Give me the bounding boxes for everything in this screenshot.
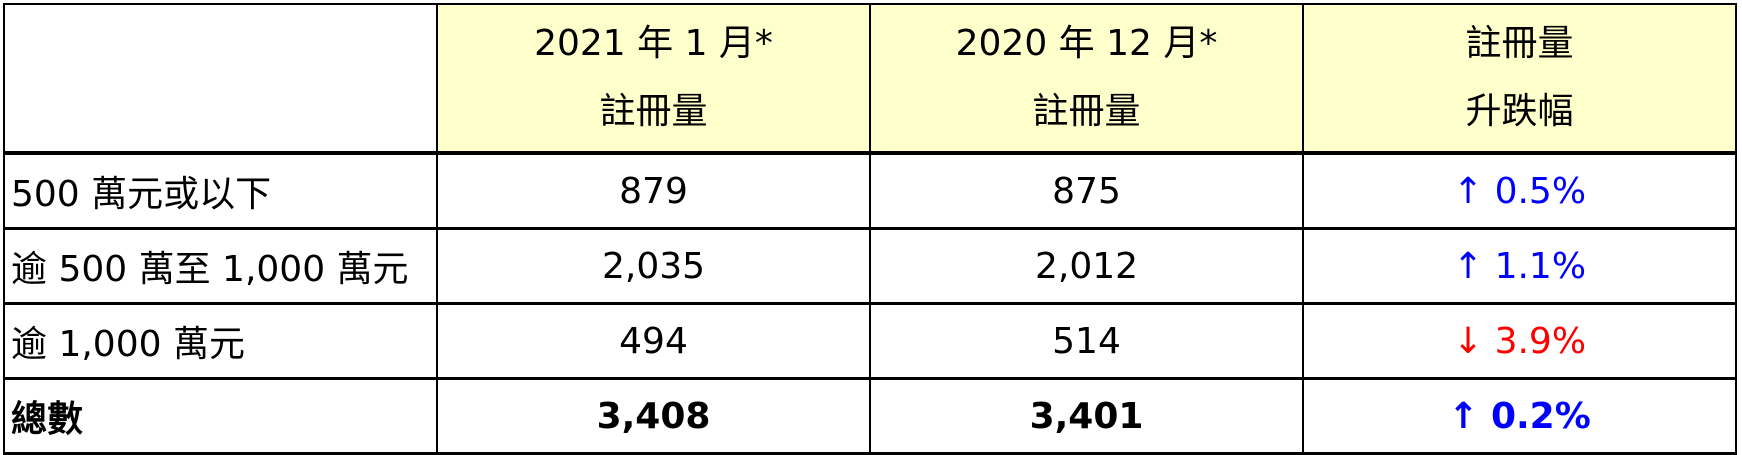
header-change: 註冊量 升跌幅 (1302, 3, 1737, 154)
jan-2021-value: 494 (436, 302, 871, 380)
row-label: 逾 1,000 萬元 (3, 302, 438, 380)
registration-table: 2021 年 1 月* 註冊量 2020 年 12 月* 註冊量 註冊量 升跌幅 50… (3, 3, 1737, 455)
arrow-up-icon: ↑ (1452, 170, 1484, 212)
jan-2021-value: 3,408 (436, 377, 871, 455)
dec-2020-value: 514 (869, 302, 1304, 380)
dec-2020-value: 875 (869, 152, 1304, 230)
row-label: 逾 500 萬至 1,000 萬元 (3, 227, 438, 305)
table-row: 500 萬元或以下 879 875 ↑ 0.5% (3, 152, 1737, 230)
header-line: 2021 年 1 月* (534, 23, 773, 64)
header-line: 2020 年 12 月* (955, 23, 1218, 64)
change-percent: 3.9% (1494, 320, 1587, 362)
row-label: 總數 (3, 377, 438, 455)
jan-2021-value: 2,035 (436, 227, 871, 305)
change-percent: 1.1% (1494, 245, 1587, 287)
dec-2020-value: 2,012 (869, 227, 1304, 305)
arrow-down-icon: ↓ (1452, 320, 1484, 362)
change-value: ↑ 1.1% (1302, 227, 1737, 305)
table-row: 逾 500 萬至 1,000 萬元 2,035 2,012 ↑ 1.1% (3, 227, 1737, 305)
change-value: ↑ 0.2% (1302, 377, 1737, 455)
arrow-up-icon: ↑ (1448, 395, 1479, 437)
change-percent: 0.2% (1490, 395, 1591, 437)
header-line: 升跌幅 (1465, 91, 1574, 132)
arrow-up-icon: ↑ (1452, 245, 1484, 287)
header-dec-2020: 2020 年 12 月* 註冊量 (869, 3, 1304, 154)
dec-2020-value: 3,401 (869, 377, 1304, 455)
header-line: 註冊量 (599, 91, 708, 132)
header-jan-2021: 2021 年 1 月* 註冊量 (436, 3, 871, 154)
change-value: ↓ 3.9% (1302, 302, 1737, 380)
change-percent: 0.5% (1494, 170, 1587, 212)
change-value: ↑ 0.5% (1302, 152, 1737, 230)
total-row: 總數 3,408 3,401 ↑ 0.2% (3, 377, 1737, 455)
header-line: 註冊量 (1465, 23, 1574, 64)
header-line: 註冊量 (1032, 91, 1141, 132)
row-label: 500 萬元或以下 (3, 152, 438, 230)
jan-2021-value: 879 (436, 152, 871, 230)
header-row: 2021 年 1 月* 註冊量 2020 年 12 月* 註冊量 註冊量 升跌幅 (3, 3, 1737, 154)
table-row: 逾 1,000 萬元 494 514 ↓ 3.9% (3, 302, 1737, 380)
header-blank (3, 3, 438, 154)
